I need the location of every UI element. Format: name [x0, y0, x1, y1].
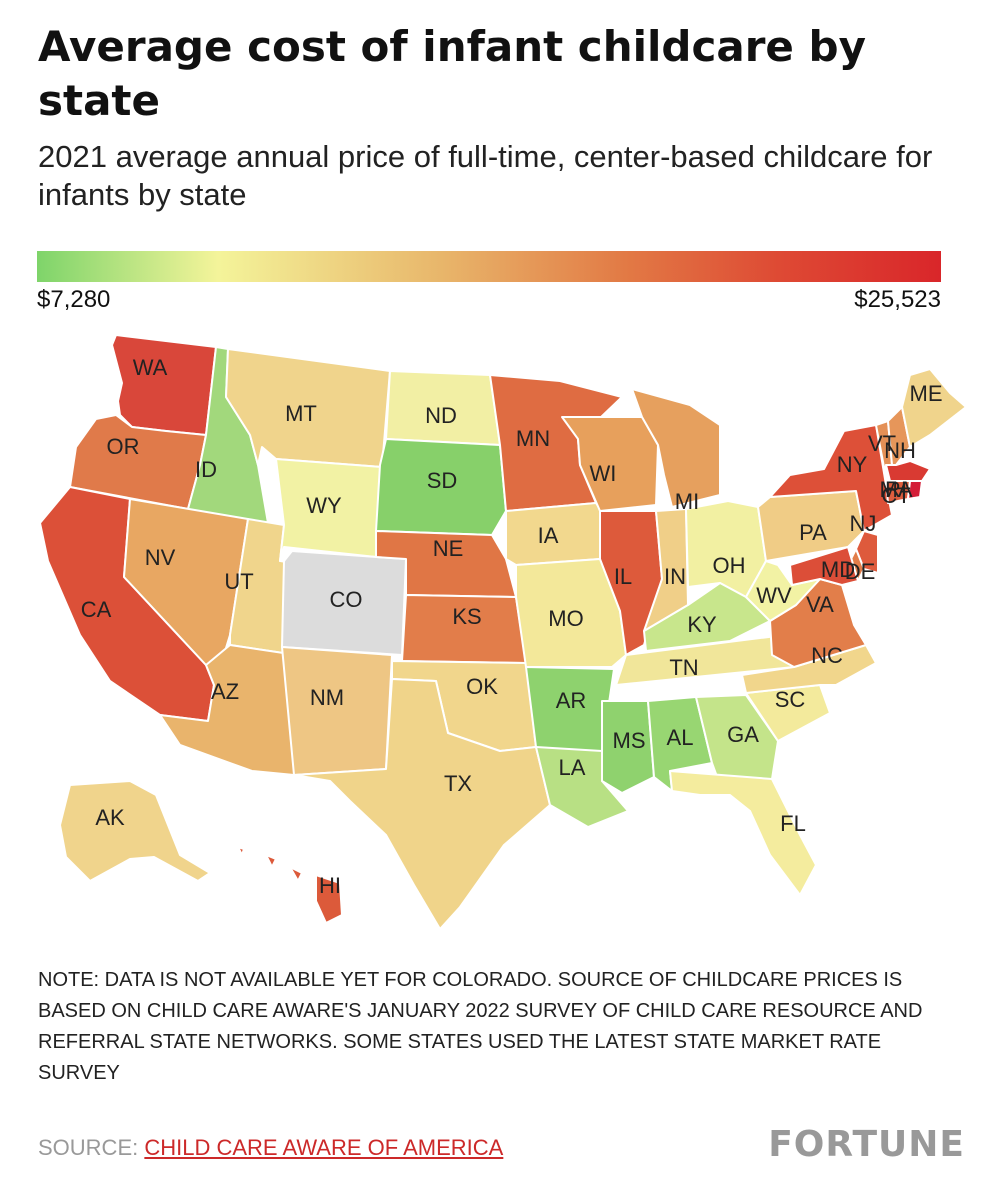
- state-fl: [669, 770, 817, 896]
- state-label-nm: NM: [310, 685, 344, 710]
- us-state-map: WA OR CA ID NV UT AZ MT WY CO NM ND SD NE KS OK TX MN IA MO…: [39, 335, 967, 930]
- fortune-logo: FORTUNE: [768, 1124, 965, 1165]
- state-label-ne: NE: [433, 536, 464, 561]
- color-scale-bar: [37, 251, 941, 282]
- state-label-ga: GA: [727, 722, 759, 747]
- state-label-or: OR: [107, 434, 140, 459]
- state-md: [789, 546, 859, 586]
- state-nc: [741, 644, 877, 694]
- state-label-pa: PA: [799, 520, 827, 545]
- state-label-nv: NV: [145, 545, 176, 570]
- state-ms: [601, 700, 655, 794]
- state-az: [159, 644, 311, 776]
- state-label-ar: AR: [556, 688, 587, 713]
- state-me: [901, 368, 967, 448]
- state-label-wy: WY: [306, 493, 342, 518]
- state-label-ms: MS: [613, 728, 646, 753]
- state-label-wv: WV: [756, 583, 792, 608]
- state-tx: [293, 678, 551, 930]
- state-label-mo: MO: [548, 606, 583, 631]
- state-label-ut: UT: [224, 569, 253, 594]
- state-nm: [281, 646, 393, 776]
- state-label-mt: MT: [285, 401, 317, 426]
- state-label-wi: WI: [590, 461, 617, 486]
- page-subtitle: 2021 average annual price of full-time, …: [38, 139, 933, 212]
- source-prefix: SOURCE:: [38, 1135, 145, 1160]
- state-label-ia: IA: [538, 523, 559, 548]
- state-label-az: AZ: [211, 679, 239, 704]
- state-label-id: ID: [195, 457, 217, 482]
- state-label-va: VA: [806, 592, 834, 617]
- state-label-md: MD: [821, 557, 855, 582]
- state-label-ca: CA: [81, 597, 112, 622]
- state-label-ok: OK: [466, 674, 498, 699]
- state-hi: [237, 846, 343, 924]
- source-link[interactable]: CHILD CARE AWARE OF AMERICA: [144, 1135, 504, 1160]
- state-label-me: ME: [910, 381, 943, 406]
- state-ri: [907, 480, 923, 500]
- state-label-ri: RI: [885, 477, 907, 502]
- state-label-nd: ND: [425, 403, 457, 428]
- state-label-il: IL: [614, 564, 632, 589]
- state-label-co: CO: [330, 587, 363, 612]
- state-label-nh: NH: [884, 438, 916, 463]
- state-label-ak: AK: [95, 805, 125, 830]
- state-label-in: IN: [664, 564, 686, 589]
- state-label-nc: NC: [811, 643, 843, 668]
- state-label-la: LA: [559, 755, 586, 780]
- state-label-tn: TN: [669, 655, 698, 680]
- state-label-hi: HI: [319, 873, 341, 898]
- state-label-fl: FL: [780, 811, 806, 836]
- color-scale-max-label: $25,523: [854, 286, 941, 313]
- state-label-nj: NJ: [850, 511, 877, 536]
- state-label-ny: NY: [837, 452, 868, 477]
- state-wa: [111, 335, 217, 436]
- state-label-mi: MI: [675, 489, 699, 514]
- state-label-ks: KS: [452, 604, 481, 629]
- state-label-sc: SC: [775, 687, 806, 712]
- state-label-oh: OH: [713, 553, 746, 578]
- state-label-ky: KY: [687, 612, 717, 637]
- state-label-vt: VT: [868, 431, 896, 456]
- state-label-mn: MN: [516, 426, 550, 451]
- page-title: Average cost of infant childcare by stat…: [38, 22, 866, 125]
- state-ak: [59, 780, 211, 882]
- state-label-tx: TX: [444, 771, 472, 796]
- state-mi: [631, 388, 721, 508]
- state-label-sd: SD: [427, 468, 458, 493]
- state-label-ma: MA: [880, 477, 913, 502]
- footnote: NOTE: DATA IS NOT AVAILABLE YET FOR COLO…: [38, 969, 923, 1084]
- state-label-al: AL: [667, 725, 694, 750]
- state-label-wa: WA: [133, 355, 168, 380]
- state-label-ct: CT: [881, 483, 910, 508]
- color-scale-min-label: $7,280: [37, 286, 111, 313]
- state-label-de: DE: [845, 559, 876, 584]
- source-line: SOURCE: CHILD CARE AWARE OF AMERICA: [38, 1135, 503, 1161]
